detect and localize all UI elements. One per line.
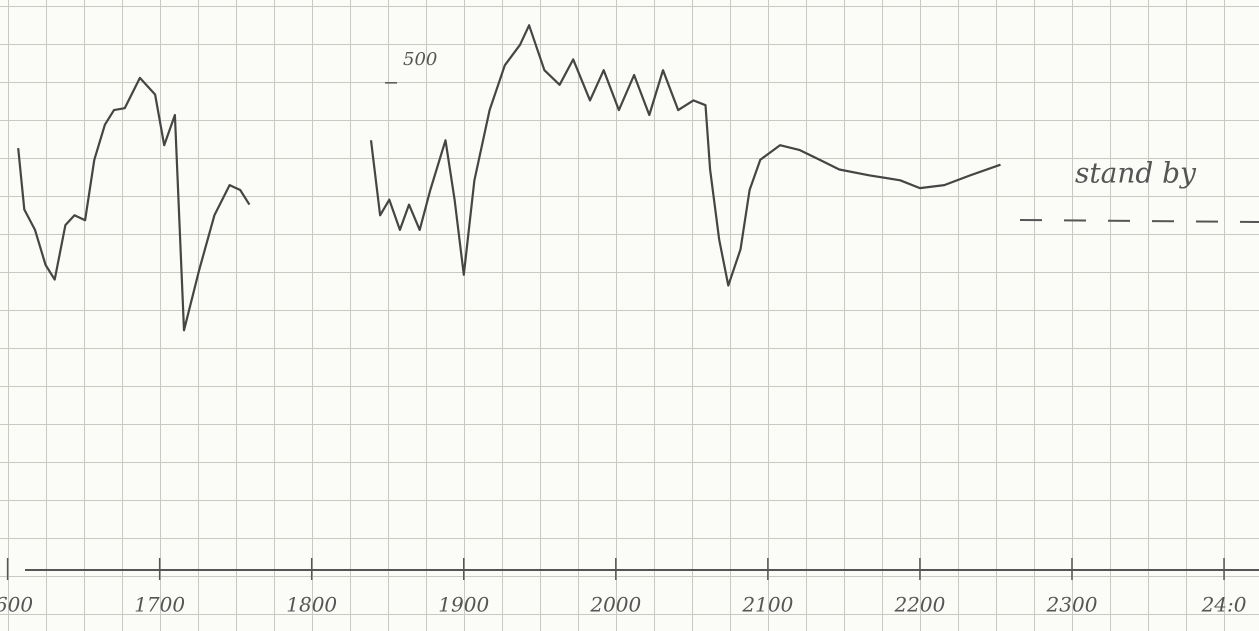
x-tick-label: 1800 xyxy=(286,593,337,617)
x-tick-label: 2300 xyxy=(1046,593,1098,617)
x-tick-label: 2200 xyxy=(893,593,945,617)
standby-dash xyxy=(1019,219,1259,223)
x-tick-label: 2000 xyxy=(589,593,641,617)
x-tick-label: 1600 xyxy=(0,593,33,617)
x-tick-label: 1900 xyxy=(438,593,489,617)
series-line xyxy=(17,24,1001,332)
x-tick-label: 1700 xyxy=(134,593,185,617)
annotation: stand by xyxy=(1075,157,1197,190)
x-tick-label: 24:0 xyxy=(1201,593,1247,617)
x-tick-label: 2100 xyxy=(741,593,793,617)
annotation: 500 xyxy=(403,49,437,70)
